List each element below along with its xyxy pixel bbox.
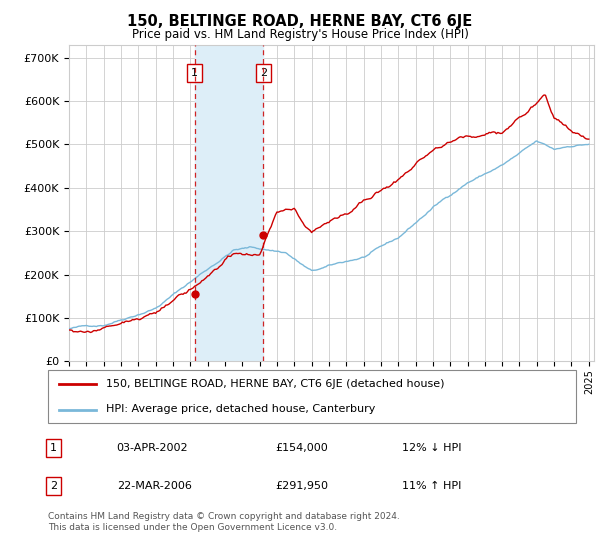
Text: £291,950: £291,950 [275,480,328,491]
Text: HPI: Average price, detached house, Canterbury: HPI: Average price, detached house, Cant… [106,404,376,414]
Text: £154,000: £154,000 [275,443,328,453]
Text: 150, BELTINGE ROAD, HERNE BAY, CT6 6JE: 150, BELTINGE ROAD, HERNE BAY, CT6 6JE [127,14,473,29]
Text: Contains HM Land Registry data © Crown copyright and database right 2024.
This d: Contains HM Land Registry data © Crown c… [48,512,400,532]
Text: 2: 2 [50,480,57,491]
Text: 1: 1 [50,443,57,453]
Bar [194,45,263,361]
Text: 22-MAR-2006: 22-MAR-2006 [116,480,191,491]
Text: 1: 1 [191,68,198,78]
Text: 150, BELTINGE ROAD, HERNE BAY, CT6 6JE (detached house): 150, BELTINGE ROAD, HERNE BAY, CT6 6JE (… [106,380,445,390]
Text: 12% ↓ HPI: 12% ↓ HPI [402,443,461,453]
Text: 11% ↑ HPI: 11% ↑ HPI [402,480,461,491]
Text: Price paid vs. HM Land Registry's House Price Index (HPI): Price paid vs. HM Land Registry's House … [131,28,469,41]
Text: 2: 2 [260,68,267,78]
Text: 03-APR-2002: 03-APR-2002 [116,443,188,453]
